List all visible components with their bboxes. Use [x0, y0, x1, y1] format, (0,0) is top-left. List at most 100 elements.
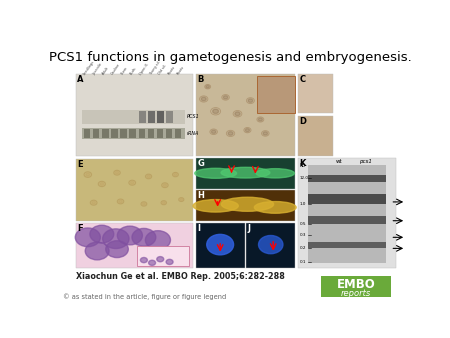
- Text: E: E: [77, 160, 83, 169]
- Text: I: I: [197, 224, 200, 233]
- Circle shape: [115, 171, 119, 174]
- FancyBboxPatch shape: [308, 194, 387, 204]
- Text: Old sil.: Old sil.: [158, 64, 168, 76]
- Circle shape: [180, 198, 183, 201]
- Ellipse shape: [221, 167, 270, 178]
- FancyBboxPatch shape: [308, 175, 387, 182]
- Text: F: F: [77, 224, 83, 233]
- Text: rRNA: rRNA: [187, 131, 199, 136]
- FancyBboxPatch shape: [157, 129, 163, 139]
- Text: Stem: Stem: [120, 66, 129, 76]
- FancyBboxPatch shape: [298, 158, 396, 268]
- FancyBboxPatch shape: [175, 129, 181, 139]
- Ellipse shape: [195, 168, 237, 178]
- Circle shape: [163, 184, 166, 187]
- FancyBboxPatch shape: [308, 216, 387, 224]
- FancyBboxPatch shape: [82, 128, 185, 140]
- Circle shape: [140, 258, 148, 263]
- Circle shape: [245, 128, 250, 132]
- Circle shape: [206, 86, 209, 88]
- FancyBboxPatch shape: [166, 129, 172, 139]
- FancyBboxPatch shape: [121, 129, 127, 139]
- FancyBboxPatch shape: [257, 76, 295, 114]
- Text: A: A: [77, 75, 84, 84]
- Text: PCS1: PCS1: [187, 114, 200, 119]
- Ellipse shape: [258, 236, 283, 254]
- Text: J: J: [248, 224, 251, 233]
- Text: 1.0: 1.0: [300, 202, 306, 206]
- Text: K: K: [299, 159, 306, 168]
- FancyBboxPatch shape: [102, 129, 108, 139]
- Text: Young sil.: Young sil.: [148, 60, 161, 76]
- FancyBboxPatch shape: [298, 116, 333, 156]
- FancyBboxPatch shape: [196, 158, 295, 189]
- Text: pcs1: pcs1: [359, 159, 372, 164]
- Circle shape: [119, 200, 122, 203]
- FancyBboxPatch shape: [308, 165, 387, 263]
- Circle shape: [258, 118, 262, 121]
- Text: PCS1 functions in gametogenesis and embryogenesis.: PCS1 functions in gametogenesis and embr…: [49, 51, 412, 64]
- Circle shape: [132, 228, 156, 246]
- Circle shape: [92, 201, 95, 204]
- FancyBboxPatch shape: [139, 129, 145, 139]
- Circle shape: [235, 112, 240, 116]
- Circle shape: [263, 132, 268, 135]
- Text: D: D: [299, 117, 306, 126]
- Circle shape: [157, 257, 164, 262]
- FancyBboxPatch shape: [76, 74, 193, 156]
- FancyBboxPatch shape: [196, 190, 295, 221]
- Text: Buds: Buds: [130, 66, 138, 76]
- Circle shape: [142, 203, 145, 205]
- FancyBboxPatch shape: [148, 129, 154, 139]
- Ellipse shape: [193, 199, 238, 212]
- FancyBboxPatch shape: [246, 223, 295, 268]
- Circle shape: [100, 183, 104, 186]
- Text: wt: wt: [335, 159, 342, 164]
- Text: © as stated in the article, figure or figure legend: © as stated in the article, figure or fi…: [63, 293, 226, 300]
- Text: Open fl.: Open fl.: [139, 62, 150, 76]
- Text: Adult: Adult: [101, 66, 110, 76]
- Ellipse shape: [254, 201, 296, 213]
- Text: H: H: [197, 191, 204, 200]
- Text: B: B: [197, 75, 203, 84]
- Text: EMBO: EMBO: [337, 278, 376, 291]
- Text: Xiaochun Ge et al. EMBO Rep. 2005;6:282-288: Xiaochun Ge et al. EMBO Rep. 2005;6:282-…: [76, 272, 285, 281]
- FancyBboxPatch shape: [139, 111, 145, 123]
- Text: Juvenile: Juvenile: [92, 62, 103, 76]
- FancyBboxPatch shape: [148, 111, 155, 123]
- Circle shape: [75, 228, 100, 247]
- Circle shape: [248, 99, 253, 102]
- Circle shape: [90, 225, 114, 243]
- FancyBboxPatch shape: [157, 111, 164, 123]
- FancyBboxPatch shape: [84, 129, 90, 139]
- Ellipse shape: [221, 197, 274, 211]
- Text: 0.5: 0.5: [300, 222, 306, 226]
- Circle shape: [223, 96, 228, 99]
- FancyBboxPatch shape: [130, 129, 136, 139]
- Ellipse shape: [207, 234, 234, 255]
- Circle shape: [213, 109, 219, 114]
- Circle shape: [117, 226, 143, 245]
- Text: reports: reports: [341, 289, 371, 298]
- Text: C: C: [299, 75, 306, 84]
- Circle shape: [148, 260, 156, 265]
- FancyBboxPatch shape: [321, 275, 391, 297]
- Circle shape: [212, 130, 216, 134]
- Circle shape: [145, 231, 171, 249]
- Circle shape: [130, 182, 134, 184]
- Circle shape: [85, 242, 109, 260]
- Text: 0.2: 0.2: [300, 246, 306, 250]
- Text: kb: kb: [299, 163, 306, 168]
- FancyBboxPatch shape: [196, 223, 245, 268]
- Circle shape: [106, 241, 128, 258]
- Text: 12.0: 12.0: [300, 175, 309, 179]
- Text: Roots: Roots: [176, 65, 186, 76]
- Text: Cauline: Cauline: [111, 63, 122, 76]
- FancyBboxPatch shape: [298, 74, 333, 114]
- Circle shape: [162, 201, 165, 204]
- Ellipse shape: [256, 169, 294, 178]
- Text: Roots: Roots: [167, 65, 176, 76]
- FancyBboxPatch shape: [76, 159, 193, 221]
- FancyBboxPatch shape: [93, 129, 99, 139]
- FancyBboxPatch shape: [111, 129, 117, 139]
